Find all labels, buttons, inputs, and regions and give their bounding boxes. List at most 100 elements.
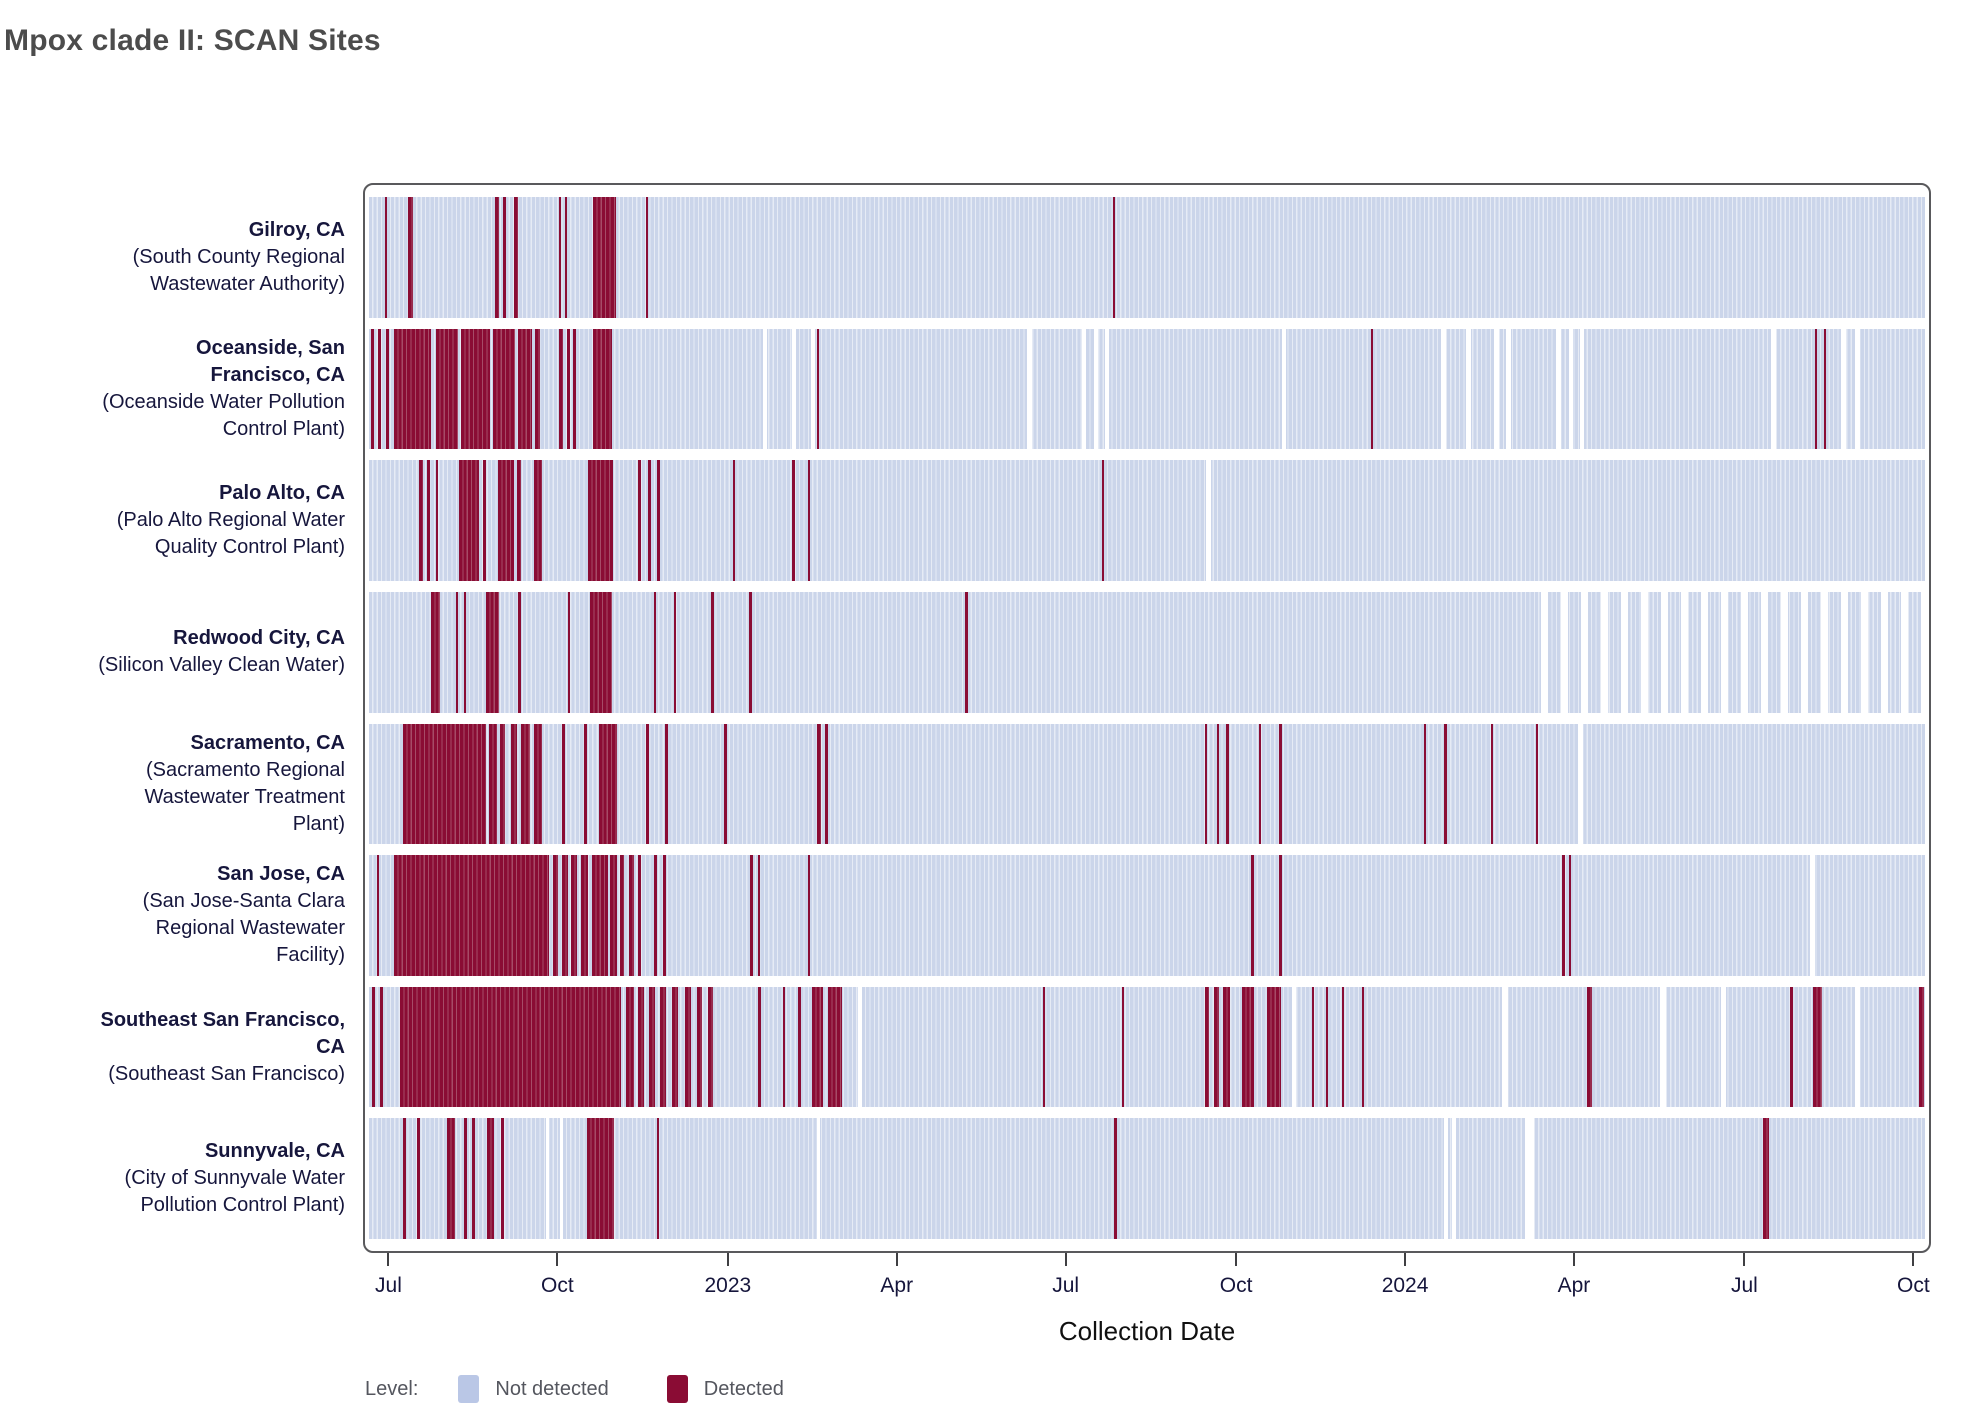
detected-strip [1325, 986, 1329, 1108]
legend: Level: Not detected Detected [365, 1372, 842, 1406]
detected-strip [723, 723, 727, 845]
detected-strip [482, 460, 487, 581]
x-tick-mark [895, 1253, 898, 1266]
detected-strip [1423, 723, 1427, 845]
no-sample-gap [1770, 328, 1776, 450]
site-band [369, 591, 1925, 713]
page-title: Mpox clade II: SCAN Sites [4, 24, 381, 57]
detected-strip [1241, 986, 1254, 1108]
detected-strip [372, 986, 376, 1108]
no-sample-gap [1206, 460, 1211, 581]
x-tick-label: Apr [1557, 1274, 1591, 1297]
detected-strip [782, 986, 786, 1108]
detected-strip [812, 986, 824, 1108]
detected-strip [407, 197, 413, 318]
detected-strip [588, 460, 613, 581]
detected-strip [591, 855, 608, 976]
x-tick-label: Apr [880, 1274, 914, 1297]
detected-strip [1279, 855, 1282, 976]
detected-strip [1587, 986, 1592, 1108]
site-label: Oceanside, San Francisco, CA (Oceanside W… [95, 329, 345, 450]
no-sample-gap [1493, 328, 1499, 450]
detected-strip [463, 1118, 468, 1239]
detected-strip [403, 723, 486, 845]
legend-item-detected: Detected [666, 1375, 784, 1403]
detected-strip [733, 460, 736, 581]
detected-strip [1042, 986, 1046, 1108]
detected-strip [828, 986, 843, 1108]
detected-strip [518, 591, 522, 713]
detected-strip [638, 855, 642, 976]
detected-strip [824, 723, 829, 845]
x-tick-label: Oct [1219, 1274, 1253, 1297]
no-sample-gap [1809, 855, 1815, 976]
no-sample-gap [1854, 986, 1860, 1108]
no-sample-gap [1501, 986, 1508, 1108]
x-tick-mark [726, 1253, 729, 1266]
site-band [369, 723, 1925, 845]
detected-strip [807, 460, 811, 581]
site-name: Gilroy, CA [248, 218, 345, 241]
detected-strip [1361, 986, 1365, 1108]
detected-strip [518, 328, 533, 450]
detected-strip [501, 1118, 505, 1239]
detected-strip [459, 460, 480, 581]
site-name: Redwood City, CA [173, 627, 345, 650]
detected-strip [403, 1118, 406, 1239]
detected-strip [393, 855, 550, 976]
detected-strip [711, 591, 714, 713]
detected-strip [758, 855, 761, 976]
detected-strip [376, 855, 380, 976]
detected-strip [435, 460, 439, 581]
x-tick-label: Jul [1731, 1274, 1758, 1297]
detected-strip [1311, 986, 1315, 1108]
site-label: Gilroy, CA (South County Regional Wastewa… [95, 197, 345, 318]
no-sample-sparse-region [1528, 591, 1925, 713]
x-tick-label: 2024 [1381, 1274, 1429, 1297]
detected-strip [571, 855, 577, 976]
detected-strip [964, 591, 969, 713]
detected-strip [649, 986, 655, 1108]
detected-strip [418, 460, 423, 581]
detected-strip [647, 460, 651, 581]
x-tick-mark [1912, 1253, 1915, 1266]
detected-strip [1789, 986, 1793, 1108]
x-axis-label: Collection Date [1058, 1316, 1236, 1346]
detected-strip [638, 986, 645, 1108]
site-name: San Jose, CA [217, 863, 345, 886]
detected-strip [417, 1118, 420, 1239]
x-tick-mark [387, 1253, 390, 1266]
detected-strip [586, 1118, 615, 1239]
no-sample-gap [810, 328, 815, 450]
detected-strip [378, 328, 382, 450]
site-facility: (City of Sunnyvale Water Pollution Contr… [124, 1167, 345, 1217]
x-tick-label: Oct [1897, 1274, 1930, 1297]
detected-strip [656, 460, 660, 581]
detected-strip [1266, 986, 1281, 1108]
detected-strip [499, 723, 506, 845]
no-sample-gap [1282, 328, 1287, 450]
detected-strip [1814, 328, 1817, 450]
no-sample-gap [1441, 328, 1446, 450]
not-detected-swatch [458, 1375, 480, 1403]
site-facility: (Silicon Valley Clean Water) [98, 654, 345, 677]
detected-strip [792, 460, 795, 581]
x-tick-label: Oct [541, 1274, 574, 1297]
plot-panel [363, 183, 1931, 1253]
detected-strip [1812, 986, 1822, 1108]
no-sample-gap [1556, 328, 1561, 450]
detected-strip [750, 855, 753, 976]
detected-strip [1444, 723, 1447, 845]
detected-strip [460, 328, 491, 450]
detected-strip [386, 328, 390, 450]
site-name: Sacramento, CA [190, 731, 346, 754]
detected-strip [561, 723, 566, 845]
detected-strip [552, 855, 559, 976]
detected-strip [533, 460, 543, 581]
site-band [369, 460, 1925, 581]
detected-strip [1213, 986, 1219, 1108]
detected-strip [580, 855, 589, 976]
site-band [369, 197, 1925, 318]
no-sample-gap [1465, 328, 1471, 450]
detected-strip [566, 328, 571, 450]
